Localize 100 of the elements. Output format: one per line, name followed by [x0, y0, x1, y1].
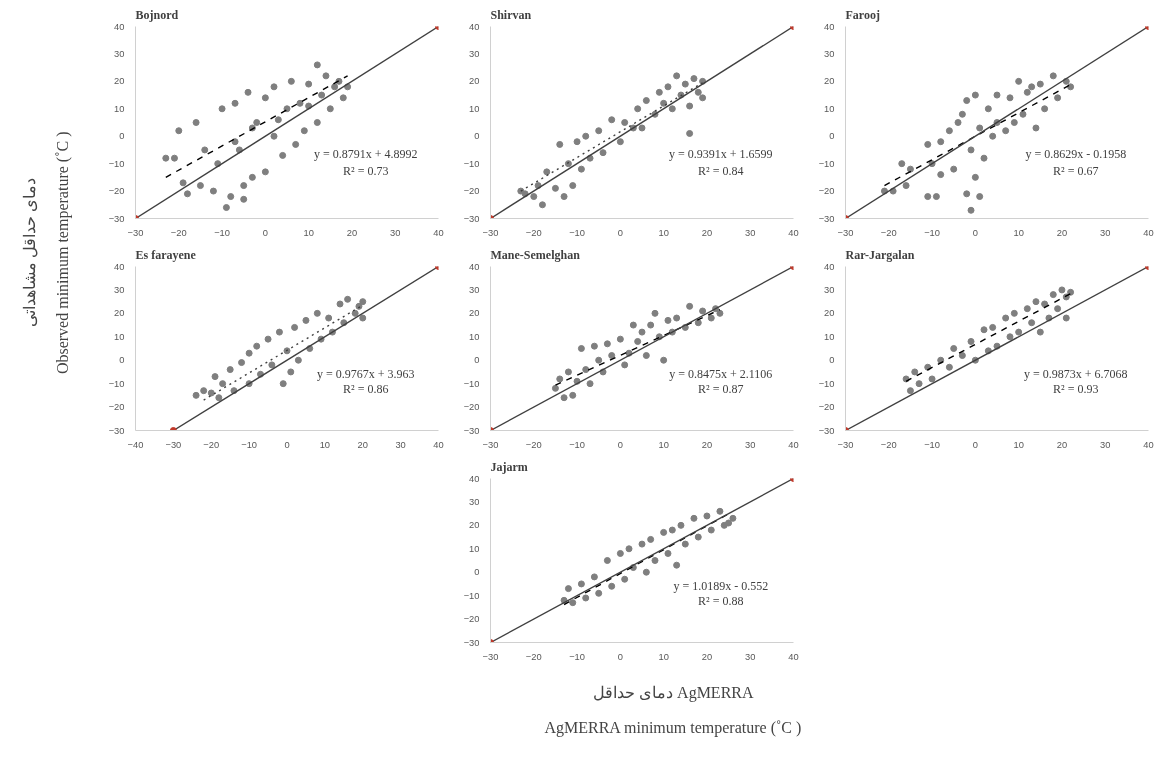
y-tick-label: 40: [114, 21, 125, 32]
y-tick-label: 30: [114, 284, 125, 295]
y-tick-label: −20: [463, 402, 480, 413]
x-tick-label: −30: [482, 651, 499, 662]
x-tick-label: −20: [525, 651, 542, 662]
x-tick-label: 10: [319, 439, 331, 450]
x-tick-label: −20: [525, 439, 542, 450]
x-tick-label: −10: [241, 439, 258, 450]
x-tick-label: 30: [1100, 439, 1111, 450]
x-tick-label: −20: [880, 439, 897, 450]
x-tick-label: 30: [745, 439, 756, 450]
x-tick-label: −20: [880, 227, 897, 238]
y-tick-label: −10: [818, 378, 835, 389]
y-tick-label: 10: [114, 103, 125, 114]
x-tick-label: 10: [303, 227, 314, 238]
y-tick-label: 0: [474, 355, 480, 366]
y-tick-label: 30: [469, 496, 480, 507]
y-tick-label: 20: [114, 308, 125, 319]
annotation: y = 0.8629x - 0.1958: [1025, 146, 1127, 161]
y-tick-label: 10: [469, 103, 480, 114]
chart-title: Mane-Semelghan: [490, 247, 581, 262]
y-tick-label: 0: [474, 131, 480, 142]
x-tick-label: 0: [972, 439, 978, 450]
chart-title: Shirvan: [490, 7, 532, 22]
x-tick-label: −40: [127, 439, 144, 450]
x-tick-label: 40: [788, 227, 799, 238]
y-tick-label: −30: [463, 425, 480, 436]
y-tick-label: −30: [463, 213, 480, 224]
y-tick-label: 10: [469, 543, 480, 554]
x-tick-label: 30: [1100, 227, 1111, 238]
y-tick-label: −10: [818, 158, 835, 169]
y-tick-label: 20: [469, 76, 480, 87]
x-tick-label: 40: [433, 439, 444, 450]
x-tick-label: 30: [745, 651, 756, 662]
x-tick-label: 40: [788, 439, 799, 450]
x-tick-label: 20: [701, 439, 713, 450]
y-tick-label: −30: [818, 213, 835, 224]
annotation: R² = 0.86: [343, 382, 389, 397]
y-tick-label: 40: [469, 473, 480, 484]
x-tick-label: 30: [395, 439, 406, 450]
annotation: R² = 0.67: [1053, 164, 1099, 179]
x-tick-label: 40: [433, 227, 444, 238]
x-tick-label: 30: [390, 227, 401, 238]
y-tick-label: 30: [824, 48, 835, 59]
y-tick-label: 20: [469, 308, 480, 319]
annotation: y = 1.0189x - 0.552: [673, 579, 769, 594]
y-tick-label: 30: [469, 284, 480, 295]
y-tick-label: −30: [463, 637, 480, 648]
y-tick-label: −20: [818, 402, 835, 413]
x-tick-label: 0: [284, 439, 290, 450]
chart-title: Farooj: [845, 7, 880, 22]
y-tick-label: 20: [824, 76, 835, 87]
x-tick-label: 10: [1013, 227, 1024, 238]
y-tick-label: 20: [469, 520, 480, 531]
y-tick-label: 0: [829, 355, 835, 366]
x-tick-label: −30: [482, 439, 499, 450]
chart-title: Es farayene: [135, 247, 197, 262]
x-tick-label: 40: [788, 651, 799, 662]
x-tick-label: −30: [127, 227, 144, 238]
y-tick-label: 0: [119, 355, 125, 366]
y-tick-label: −30: [108, 213, 125, 224]
x-tick-label: −10: [214, 227, 230, 238]
x-tick-label: 0: [262, 227, 268, 238]
y-tick-label: 30: [114, 48, 125, 59]
annotation: R² = 0.87: [698, 382, 744, 397]
chart-title: Jajarm: [490, 459, 528, 474]
y-tick-label: 40: [469, 261, 480, 272]
chart-title: Rar-Jargalan: [845, 247, 915, 262]
x-tick-label: 20: [701, 227, 713, 238]
y-tick-label: −10: [108, 158, 125, 169]
y-tick-label: 40: [114, 261, 125, 272]
x-tick-label: 10: [1013, 439, 1024, 450]
y-tick-label: −20: [463, 186, 480, 197]
x-tick-label: −30: [165, 439, 182, 450]
y-tick-label: −30: [108, 425, 125, 436]
y-tick-label: 0: [119, 131, 125, 142]
x-tick-label: −10: [569, 651, 585, 662]
x-tick-label: 0: [972, 227, 978, 238]
annotation: R² = 0.73: [343, 164, 389, 179]
y-tick-label: 10: [824, 331, 835, 342]
x-tick-label: −30: [837, 439, 854, 450]
x-tick-label: −20: [203, 439, 220, 450]
y-tick-label: 0: [474, 567, 480, 578]
annotation: y = 0.8791x + 4.8992: [314, 146, 418, 161]
x-tick-label: −20: [525, 227, 542, 238]
x-tick-label: −30: [837, 227, 854, 238]
x-tick-label: 30: [745, 227, 756, 238]
x-tick-label: −10: [569, 227, 585, 238]
x-tick-label: −30: [482, 227, 499, 238]
annotation: y = 0.9767x + 3.963: [317, 367, 415, 382]
y-tick-label: 20: [114, 76, 125, 87]
y-tick-label: 10: [469, 331, 480, 342]
y-tick-label: −10: [108, 378, 125, 389]
y-tick-label: 40: [824, 261, 835, 272]
annotation: R² = 0.84: [698, 164, 744, 179]
annotation: R² = 0.88: [698, 594, 744, 609]
x-tick-label: 10: [658, 439, 669, 450]
annotation: R² = 0.93: [1053, 382, 1099, 397]
annotation: y = 0.8475x + 2.1106: [669, 367, 773, 382]
y-tick-label: 10: [114, 331, 125, 342]
